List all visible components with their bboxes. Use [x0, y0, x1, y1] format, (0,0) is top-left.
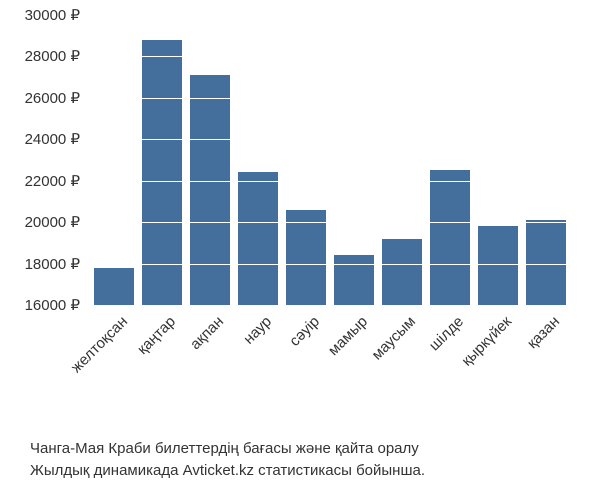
bar: [190, 75, 229, 305]
bar: [478, 226, 517, 305]
gridline: [90, 181, 570, 182]
gridline: [90, 305, 570, 306]
bar: [238, 172, 277, 305]
gridline: [90, 139, 570, 140]
bars-layer: [90, 15, 570, 305]
price-chart: 16000 ₽ 18000 ₽ 20000 ₽ 22000 ₽ 24000 ₽ 26000…: [0, 0, 600, 500]
gridline: [90, 222, 570, 223]
bar: [382, 239, 421, 305]
ytick-label: 24000 ₽: [0, 130, 80, 148]
ytick-label: 30000 ₽: [0, 6, 80, 24]
ytick-label: 28000 ₽: [0, 47, 80, 65]
bar: [94, 268, 133, 305]
bar: [430, 170, 469, 305]
bar: [526, 220, 565, 305]
caption-line: Жылдық динамикада Avticket.kz статистика…: [30, 460, 425, 482]
caption-line: Чанга-Мая Краби билеттердің бағасы және …: [30, 438, 425, 460]
caption-text: Чанга-Мая Краби билеттердің бағасы және …: [30, 438, 425, 482]
gridline: [90, 15, 570, 16]
ytick-label: 18000 ₽: [0, 255, 80, 273]
ytick-label: 16000 ₽: [0, 296, 80, 314]
ytick-label: 20000 ₽: [0, 213, 80, 231]
ytick-label: 22000 ₽: [0, 172, 80, 190]
gridline: [90, 264, 570, 265]
bar: [142, 40, 181, 305]
ytick-label: 26000 ₽: [0, 89, 80, 107]
plot-area: [90, 15, 570, 305]
gridline: [90, 98, 570, 99]
gridline: [90, 56, 570, 57]
bar: [286, 210, 325, 305]
